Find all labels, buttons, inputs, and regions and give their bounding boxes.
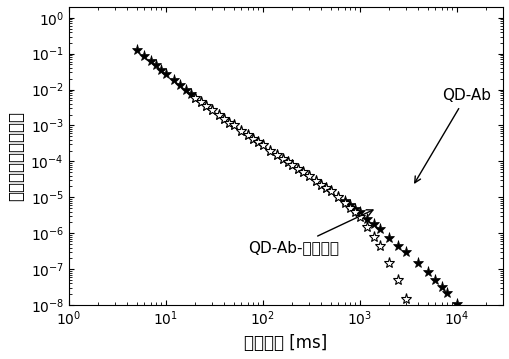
X-axis label: 脉冲宽度 [ms]: 脉冲宽度 [ms] <box>244 334 327 352</box>
Text: QD-Ab: QD-Ab <box>414 88 490 183</box>
Y-axis label: 脉冲宽度的概率密度: 脉冲宽度的概率密度 <box>7 111 25 201</box>
Text: QD-Ab-生物分子: QD-Ab-生物分子 <box>247 210 372 255</box>
